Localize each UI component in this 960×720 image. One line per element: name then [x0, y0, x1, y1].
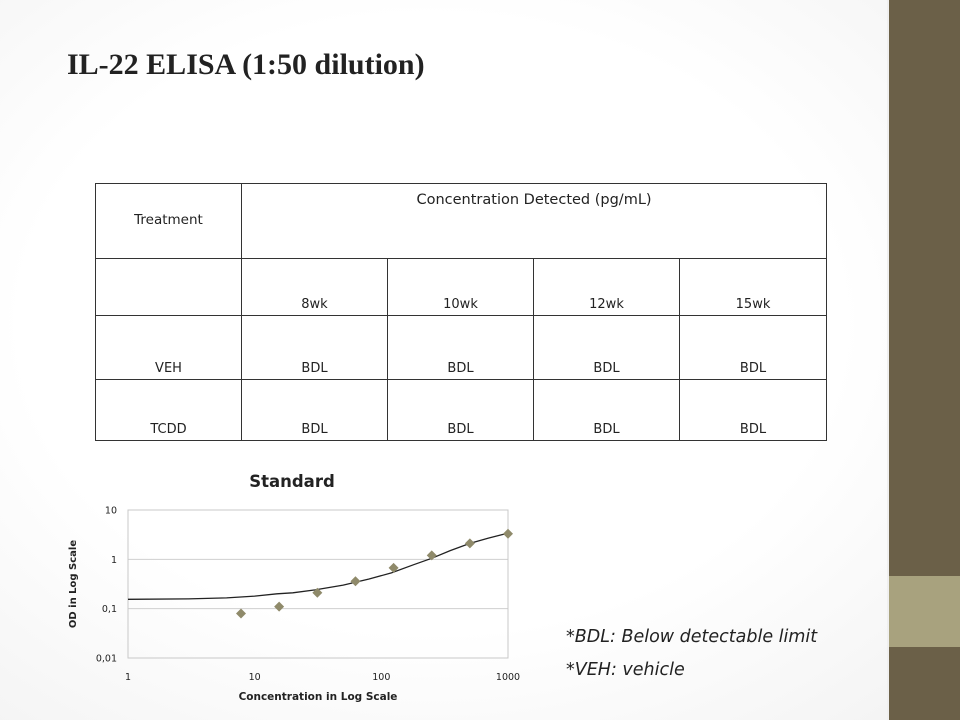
table-row: VEH BDL BDL BDL BDL	[95, 315, 828, 380]
y-tick-label: 10	[105, 506, 117, 517]
results-table: Treatment Concentration Detected (pg/mL)…	[95, 183, 828, 441]
data-point	[388, 562, 399, 573]
data-point	[274, 601, 285, 612]
footnote-bdl: *BDL: Below detectable limit	[566, 627, 818, 647]
data-points	[235, 528, 513, 619]
table-cell: BDL	[533, 315, 680, 380]
y-tick-label: 1	[111, 555, 117, 566]
table-cell: BDL	[241, 315, 388, 380]
row-label: VEH	[95, 315, 242, 380]
table-cell: BDL	[533, 379, 680, 441]
chart-title: Standard	[249, 472, 335, 491]
week-header: 12wk	[533, 258, 680, 316]
chart-gridlines	[128, 509, 508, 659]
week-header: 8wk	[241, 258, 388, 316]
table-cell: BDL	[678, 315, 828, 380]
x-axis-ticks: 1 10 100 1000	[125, 672, 520, 683]
plot-area	[127, 509, 509, 659]
concentration-header: Concentration Detected (pg/mL)	[240, 183, 828, 259]
y-axis-ticks: 0,01 0,1 1 10	[96, 506, 117, 665]
empty-cell	[95, 258, 242, 316]
x-axis-label: Concentration in Log Scale	[239, 691, 398, 703]
table-cell: BDL	[678, 379, 828, 441]
table-row: TCDD BDL BDL BDL BDL	[95, 379, 828, 441]
x-tick-label: 1	[125, 672, 131, 683]
data-point	[350, 576, 361, 587]
slide-title: IL-22 ELISA (1:50 dilution)	[67, 48, 425, 81]
y-tick-label: 0,1	[102, 604, 117, 615]
data-point	[235, 608, 246, 619]
x-tick-label: 10	[249, 672, 261, 683]
y-axis-label: OD in Log Scale	[68, 540, 79, 628]
week-header: 15wk	[678, 258, 828, 316]
sidebar-edge	[887, 0, 889, 720]
data-point	[426, 550, 437, 561]
data-point	[503, 528, 513, 539]
treatment-header: Treatment	[95, 183, 242, 259]
y-tick-label: 0,01	[96, 654, 117, 665]
sidebar-accent-block	[889, 576, 960, 647]
x-tick-label: 100	[372, 672, 390, 683]
x-tick-label: 1000	[496, 672, 520, 683]
standard-chart-svg: Standard 0,01 0,1 1 10 1 10 100 1000 Concentra…	[68, 472, 520, 703]
table-cell: BDL	[241, 379, 388, 441]
week-header: 10wk	[387, 258, 534, 316]
row-label: TCDD	[95, 379, 242, 441]
table-week-row: 8wk 10wk 12wk 15wk	[95, 258, 828, 316]
footnote-veh: *VEH: vehicle	[566, 660, 685, 680]
data-point	[464, 538, 475, 549]
table-cell: BDL	[387, 379, 534, 441]
table-cell: BDL	[387, 315, 534, 380]
data-point	[312, 587, 323, 598]
standard-chart: Standard 0,01 0,1 1 10 1 10 100 1000 Concentra…	[60, 465, 540, 710]
table-header-row: Treatment Concentration Detected (pg/mL)	[95, 183, 828, 259]
